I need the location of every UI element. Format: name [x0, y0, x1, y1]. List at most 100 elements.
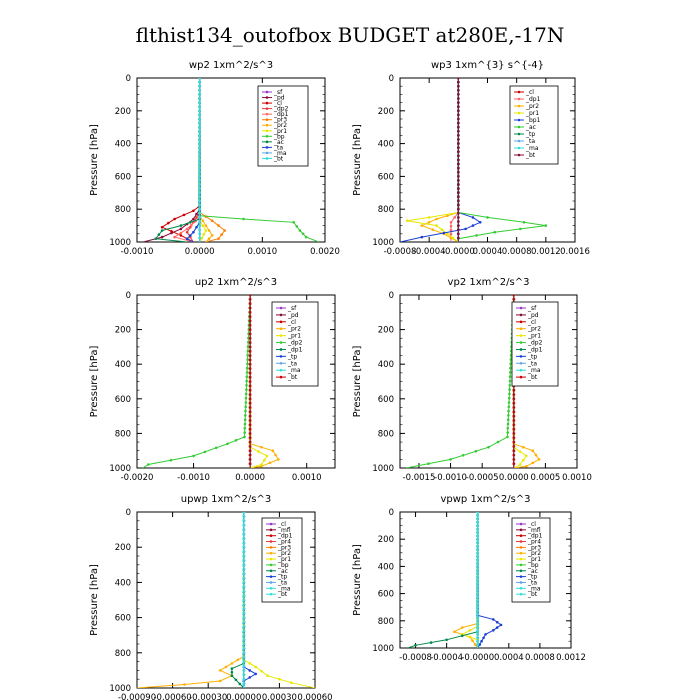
series-marker	[457, 125, 460, 129]
series-marker	[499, 623, 503, 627]
series-marker	[204, 224, 208, 227]
series-marker	[457, 228, 460, 231]
series-marker	[512, 462, 516, 466]
series-marker	[242, 563, 246, 567]
series-marker	[457, 142, 460, 145]
series-marker	[476, 561, 480, 565]
legend-marker	[279, 375, 283, 379]
series-marker	[457, 183, 460, 186]
x-tick-label: 0.00060	[297, 693, 332, 700]
series-marker	[531, 461, 535, 465]
series-marker	[192, 230, 195, 234]
series-marker	[236, 658, 240, 662]
series-marker	[242, 512, 246, 514]
legend-marker	[269, 551, 273, 555]
y-tick-label: 0	[126, 74, 131, 84]
series-group	[137, 512, 315, 688]
series-marker	[242, 594, 246, 597]
series-marker	[476, 639, 480, 643]
series-marker	[160, 235, 164, 239]
series-marker	[449, 458, 452, 461]
series-marker	[476, 636, 480, 640]
series-marker	[248, 423, 252, 427]
x-tick-label: -0.0020	[121, 473, 154, 483]
legend-marker	[519, 320, 523, 324]
series-marker	[457, 105, 460, 108]
series-marker	[476, 534, 480, 538]
panel-title: wp2 1xm^2/s^3	[189, 60, 273, 71]
series-line-ta	[186, 78, 201, 242]
series-marker	[242, 607, 246, 611]
y-tick-label: 1000	[109, 464, 131, 474]
series-marker	[245, 366, 249, 370]
series-marker	[508, 384, 512, 387]
series-marker	[476, 531, 480, 534]
x-tick-label: -0.00030	[189, 693, 227, 700]
legend-label: _pd	[273, 95, 285, 102]
series-group	[143, 78, 319, 242]
legend-marker	[519, 368, 523, 372]
series-marker	[260, 463, 263, 466]
y-tick-label: 800	[115, 205, 131, 215]
legend-label: _pr1	[527, 333, 541, 340]
series-marker	[160, 225, 164, 229]
legend-marker	[519, 569, 523, 573]
y-axis-label: Pressure [hPa]	[352, 544, 363, 616]
y-tick-label: 800	[115, 429, 131, 439]
series-marker	[484, 633, 487, 636]
series-line-ac	[231, 512, 245, 688]
series-marker	[476, 616, 480, 619]
series-group	[407, 512, 503, 648]
series-marker	[198, 80, 201, 84]
series-marker	[242, 682, 246, 685]
series-marker	[198, 187, 201, 190]
series-marker	[476, 537, 480, 541]
y-tick-label: 600	[115, 614, 131, 624]
series-marker	[185, 227, 189, 231]
series-marker	[457, 84, 460, 88]
legend-label: _tp	[527, 353, 537, 360]
series-marker	[248, 393, 252, 396]
series-marker	[518, 450, 522, 453]
series-marker	[190, 223, 193, 227]
series-marker	[203, 450, 207, 454]
series-marker	[198, 138, 201, 141]
legend-label: _pr1	[273, 128, 287, 135]
series-marker	[192, 454, 195, 458]
series-marker	[495, 626, 499, 629]
series-marker	[198, 93, 201, 96]
series-marker	[457, 162, 460, 166]
series-marker	[173, 217, 176, 221]
series-marker	[248, 311, 252, 314]
series-marker	[217, 224, 220, 227]
legend: _sf_pd_cl_pr2_pr1_dp2_dp1_tp_ta_ma_bt	[511, 301, 559, 387]
x-tick-label: 0.0012	[531, 247, 561, 257]
series-marker	[449, 225, 453, 228]
series-marker	[506, 427, 510, 430]
legend-label: _pr3	[273, 117, 287, 124]
series-marker	[449, 228, 453, 232]
series-marker	[242, 532, 246, 536]
legend-marker	[265, 146, 269, 149]
y-tick-label: 600	[378, 590, 394, 600]
legend-label: _ac	[525, 124, 536, 131]
series-marker	[198, 89, 201, 92]
legend-marker	[519, 361, 523, 365]
series-marker	[244, 392, 248, 396]
legend-marker	[265, 90, 269, 94]
series-marker	[457, 130, 460, 133]
series-marker	[451, 236, 455, 240]
legend-marker	[517, 111, 521, 115]
x-tick-label: 0.0010	[292, 473, 322, 483]
x-tick-label: 0.0010	[247, 247, 277, 257]
legend-box	[271, 301, 319, 387]
series-marker	[198, 166, 201, 170]
series-marker	[198, 212, 201, 215]
series-marker	[493, 230, 497, 234]
series-marker	[544, 224, 548, 227]
series-marker	[198, 175, 201, 178]
legend-label: _ta	[273, 144, 283, 151]
series-marker	[243, 422, 247, 426]
y-tick-label: 1000	[109, 684, 131, 694]
series-marker	[234, 439, 238, 442]
